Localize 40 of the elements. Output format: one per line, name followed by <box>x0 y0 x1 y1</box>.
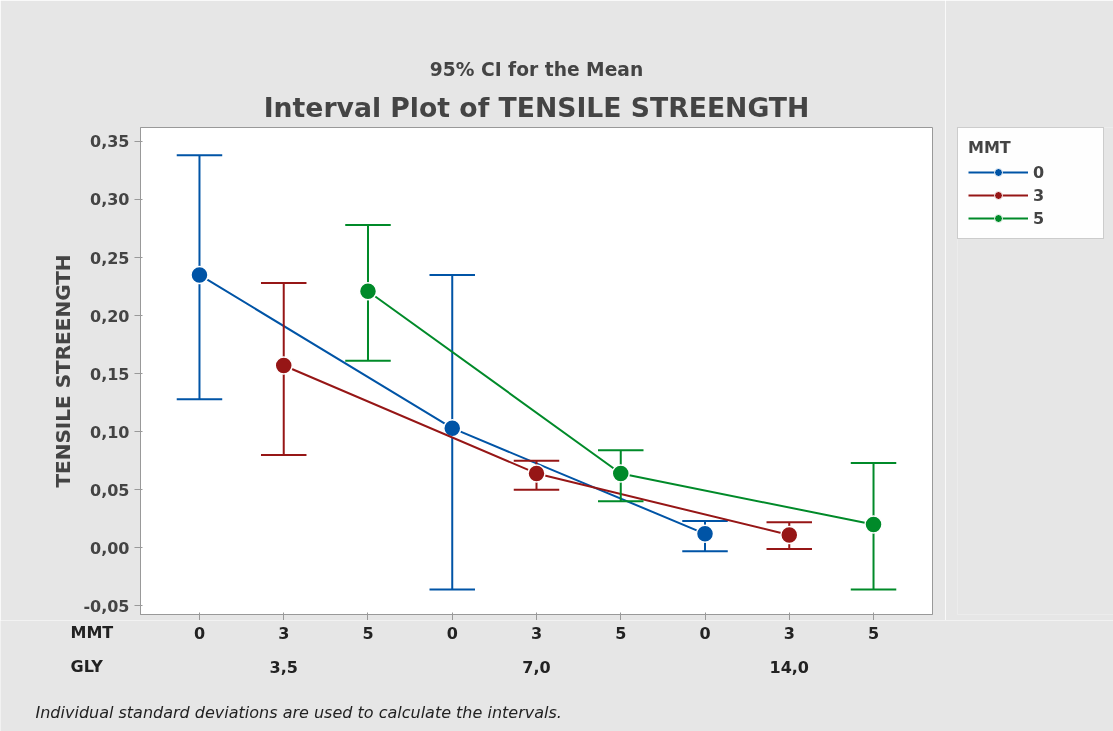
point <box>190 265 209 285</box>
y-tick-label: 0,20 <box>90 306 130 326</box>
text: Individual standard deviations are used to calculate the intervals. <box>35 703 562 722</box>
x-tick-label: 5 <box>615 623 627 643</box>
x-tick-label: 3 <box>783 623 795 643</box>
point <box>442 418 462 438</box>
y-tick-label: 0,35 <box>90 132 130 152</box>
x-tick-label: 0 <box>446 623 458 643</box>
x-tick-label: 3 <box>278 623 290 643</box>
chart-title: Interval Plot of TENSILE STREENGTH <box>263 91 810 123</box>
x-tick-label: 5 <box>362 623 374 643</box>
point <box>780 525 799 545</box>
point <box>695 524 715 544</box>
legend-title: MMT <box>968 138 1012 157</box>
legend-label: 5 <box>1033 208 1046 228</box>
text: GLY <box>70 657 104 676</box>
y-tick-label: 0,00 <box>90 538 130 558</box>
point <box>611 464 631 483</box>
y-tick-label: 0,30 <box>90 190 130 210</box>
x-tick-label: 0 <box>193 623 206 643</box>
y-tick-label: 0,15 <box>90 364 130 384</box>
y-tick-label: -0,05 <box>83 596 130 616</box>
x-tick-label: 0 <box>699 623 711 643</box>
point <box>358 281 378 301</box>
point <box>274 356 293 375</box>
text: 3,5 <box>269 657 298 677</box>
x-tick-label: 3 <box>530 623 543 643</box>
y-tick-label: 0,25 <box>90 248 130 268</box>
y-axis-title: TENSILE STREENGTH <box>51 254 76 488</box>
y-tick-label: 0,10 <box>90 422 130 442</box>
legend-label: 0 <box>1033 162 1046 182</box>
point <box>864 515 883 534</box>
legend-label: 3 <box>1033 185 1046 205</box>
chart-subtitle: 95% CI for the Mean <box>429 58 644 80</box>
x-tick-label: 5 <box>867 623 880 643</box>
x-axis-title: MMT <box>70 623 114 642</box>
y-tick-label: 0,05 <box>90 480 130 500</box>
text: 14,0 <box>769 657 810 677</box>
text: 7,0 <box>522 657 551 677</box>
point <box>527 464 546 483</box>
